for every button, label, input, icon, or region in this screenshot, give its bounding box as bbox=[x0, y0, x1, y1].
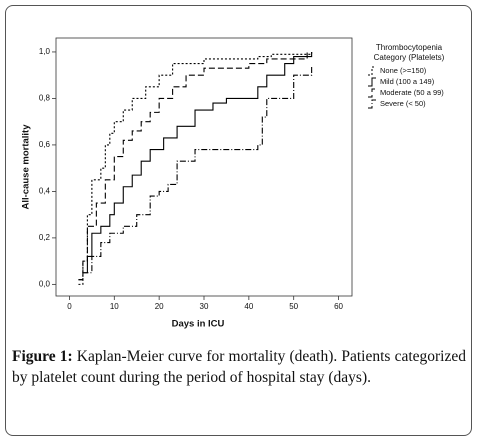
y-tick-label: 0,0 bbox=[39, 279, 51, 288]
legend-label: Moderate (50 a 99) bbox=[380, 88, 444, 97]
y-tick-label: 0,8 bbox=[39, 94, 51, 103]
plot-frame bbox=[55, 37, 353, 297]
legend-swatch bbox=[368, 77, 376, 87]
x-tick-label: 60 bbox=[334, 302, 343, 311]
legend-title: Category (Platelets) bbox=[374, 53, 445, 62]
survival-curve bbox=[78, 65, 313, 281]
legend-label: None (>=150) bbox=[380, 66, 427, 75]
x-tick-label: 40 bbox=[244, 302, 253, 311]
legend-swatch bbox=[368, 88, 376, 98]
y-axis-label: All-cause mortality bbox=[21, 124, 32, 210]
x-tick-label: 50 bbox=[289, 302, 298, 311]
x-tick-label: 30 bbox=[200, 302, 209, 311]
legend-label: Mild (100 a 149) bbox=[380, 77, 435, 86]
survival-curve bbox=[82, 51, 313, 274]
caption-text: Kaplan-Meier curve for mortality (death)… bbox=[12, 348, 466, 386]
figure-frame bbox=[5, 5, 472, 436]
y-tick-label: 0,6 bbox=[39, 140, 51, 149]
y-tick-label: 0,4 bbox=[39, 187, 51, 196]
caption: Figure 1: Kaplan-Meier curve for mortali… bbox=[12, 346, 466, 388]
survival-curve bbox=[78, 51, 308, 281]
legend-swatch bbox=[368, 66, 376, 76]
y-tick-label: 0,2 bbox=[39, 233, 51, 242]
legend-swatch bbox=[368, 99, 376, 109]
legend-label: Severe (< 50) bbox=[380, 99, 426, 108]
x-tick-label: 20 bbox=[155, 302, 164, 311]
caption-label: Figure 1: bbox=[12, 348, 73, 365]
x-tick-label: 10 bbox=[110, 302, 119, 311]
x-tick-label: 0 bbox=[67, 302, 72, 311]
legend-title: Thrombocytopenia bbox=[376, 43, 443, 52]
chart: Days in ICU All-cause mortality 0 10 20 30 4… bbox=[21, 37, 445, 330]
x-axis-label: Days in ICU bbox=[172, 319, 225, 330]
y-tick-label: 1,0 bbox=[39, 47, 51, 56]
survival-curve bbox=[78, 51, 313, 285]
